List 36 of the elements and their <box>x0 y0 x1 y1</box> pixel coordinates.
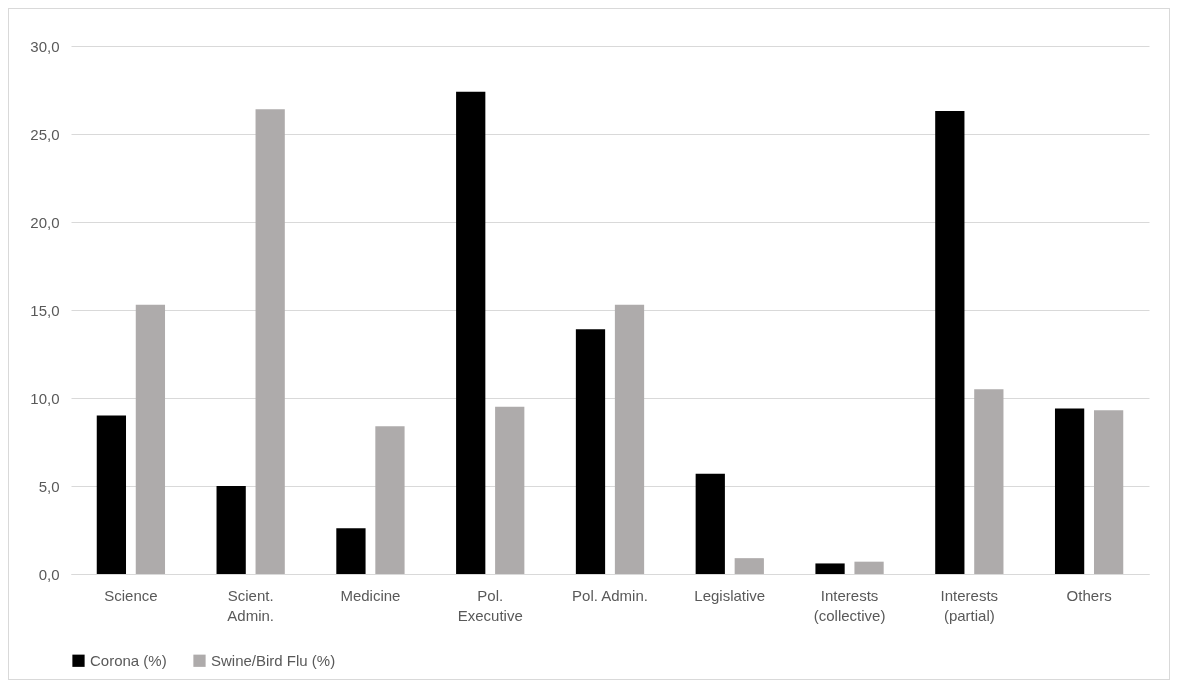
x-tick-label: Interests (partial) <box>940 586 999 624</box>
y-tick-label: 25,0 <box>30 125 60 143</box>
y-tick-label: 5,0 <box>38 477 60 495</box>
bar <box>135 304 166 574</box>
bar <box>1054 408 1085 574</box>
bar <box>695 473 725 574</box>
y-tick-label: 0,0 <box>38 565 60 583</box>
bar <box>96 415 127 574</box>
bar <box>255 109 285 574</box>
bar <box>854 561 884 574</box>
x-tick-label: Medicine <box>340 586 401 604</box>
bar <box>456 91 486 574</box>
y-tick-label: 10,0 <box>30 389 60 407</box>
bar <box>1093 410 1124 574</box>
bar <box>734 558 764 574</box>
bar <box>614 304 645 574</box>
x-tick-label: Pol. Admin. <box>572 586 648 604</box>
x-tick-label: Science <box>104 586 158 604</box>
legend-label: Corona (%) <box>90 651 167 669</box>
x-tick-label: Scient. Admin. <box>227 586 275 624</box>
bar <box>815 563 845 574</box>
x-tick-label: Others <box>1066 586 1112 604</box>
y-tick-label: 30,0 <box>30 37 60 55</box>
y-tick-label: 15,0 <box>30 301 60 319</box>
x-tick-label: Interests (collective) <box>813 586 886 624</box>
x-tick-label: Pol. Executive <box>457 586 523 624</box>
bar <box>575 329 606 574</box>
x-tick-label: Legislative <box>694 586 766 604</box>
bar <box>216 486 246 574</box>
bar <box>935 111 965 574</box>
bar <box>974 389 1004 574</box>
bar <box>336 528 366 574</box>
bar <box>375 426 405 574</box>
y-tick-label: 20,0 <box>30 213 60 231</box>
bar <box>495 406 525 574</box>
legend-label: Swine/Bird Flu (%) <box>211 651 336 669</box>
